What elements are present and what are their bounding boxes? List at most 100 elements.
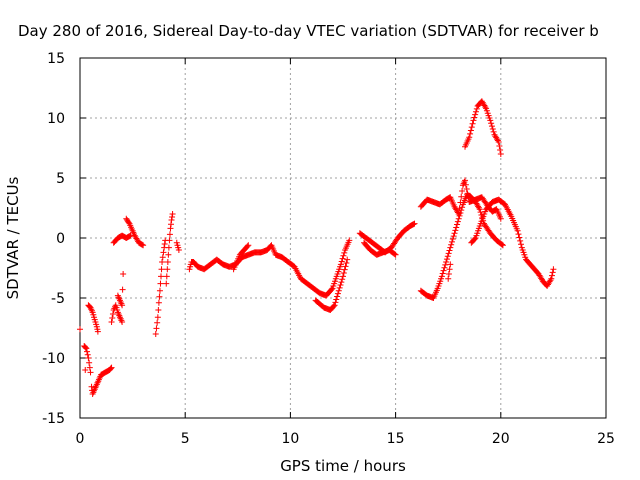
data-point: [445, 275, 452, 282]
data-point: [468, 124, 475, 131]
data-point: [155, 299, 162, 306]
data-point: [496, 143, 503, 149]
data-point: [341, 249, 348, 256]
data-point: [86, 364, 93, 371]
data-point: [87, 369, 94, 376]
data-point: [158, 266, 165, 273]
data-point: [120, 271, 127, 277]
data-point: [166, 237, 173, 244]
data-point: [391, 251, 398, 258]
data-point: [342, 263, 349, 270]
data-point: [451, 230, 458, 237]
y-tick-label: 10: [47, 111, 65, 127]
data-point: [157, 280, 164, 287]
data-point: [108, 364, 115, 371]
data-point: [165, 251, 172, 258]
data-point: [454, 218, 461, 225]
data-point: [472, 111, 479, 118]
data-point: [338, 279, 345, 286]
data-point: [166, 231, 173, 238]
data-point: [328, 286, 335, 293]
data-point: [154, 314, 161, 321]
data-point: [462, 177, 469, 184]
data-point: [549, 269, 556, 276]
data-point: [550, 266, 557, 273]
data-point: [441, 264, 448, 271]
data-point: [163, 280, 170, 287]
data-point: [346, 237, 353, 244]
data-point: [450, 233, 457, 240]
data-point: [340, 273, 346, 280]
data-point: [443, 259, 450, 265]
data-point: [160, 249, 167, 256]
data-point: [158, 273, 165, 280]
data-point: [497, 151, 504, 157]
data-point: [332, 299, 339, 306]
data-point: [82, 367, 89, 373]
data-point: [108, 319, 115, 325]
data-point: [458, 207, 465, 214]
y-axis-label: SDTVAR / TECUs: [4, 176, 22, 299]
data-point: [514, 227, 521, 234]
x-axis-label: GPS time / hours: [280, 457, 406, 475]
data-point: [339, 255, 346, 262]
data-point: [440, 267, 447, 274]
data-point: [490, 128, 497, 135]
data-point: [446, 247, 453, 254]
data-point: [456, 212, 463, 219]
data-point: [140, 242, 147, 249]
data-point: [119, 302, 126, 309]
x-tick-label: 10: [281, 431, 299, 447]
chart-title: Day 280 of 2016, Sidereal Day-to-day VTE…: [18, 22, 599, 40]
data-point: [337, 282, 344, 289]
data-points: [77, 98, 557, 397]
data-point: [153, 325, 160, 332]
y-tick-label: -5: [51, 291, 65, 307]
data-point: [438, 273, 445, 280]
data-point: [109, 311, 116, 317]
data-point: [77, 326, 83, 333]
data-point: [439, 270, 446, 277]
plot-frame: [79, 57, 607, 419]
data-point: [455, 215, 462, 222]
data-point: [459, 187, 466, 194]
data-point: [471, 235, 478, 242]
data-point: [169, 214, 176, 220]
data-point: [457, 210, 464, 217]
data-point: [392, 251, 399, 258]
data-point: [334, 293, 341, 300]
data-point: [516, 234, 523, 241]
data-point: [547, 277, 554, 284]
data-point: [175, 247, 182, 253]
data-point: [245, 242, 252, 249]
data-point: [344, 256, 351, 263]
data-point: [548, 272, 555, 279]
data-point: [152, 331, 159, 337]
data-point: [85, 355, 92, 361]
data-point: [497, 215, 504, 222]
y-tick-label: 15: [47, 51, 65, 67]
data-point: [335, 287, 342, 294]
data-point: [168, 217, 175, 223]
data-point: [339, 276, 346, 283]
data-point: [161, 241, 168, 247]
data-point: [156, 287, 163, 294]
data-point: [107, 365, 114, 372]
data-point: [119, 319, 126, 325]
data-point: [497, 147, 504, 153]
data-point: [469, 120, 476, 127]
data-point: [341, 266, 348, 273]
data-point: [333, 296, 340, 303]
x-tick-label: 20: [492, 431, 510, 447]
data-point: [84, 348, 91, 355]
data-point: [449, 235, 456, 242]
y-tick-label: -10: [42, 351, 65, 367]
data-point: [487, 117, 494, 124]
data-point: [164, 266, 171, 273]
data-point: [467, 127, 474, 134]
x-tick-label: 0: [76, 431, 85, 447]
data-point: [458, 193, 465, 200]
data-point: [159, 254, 166, 261]
data-point: [167, 225, 174, 232]
